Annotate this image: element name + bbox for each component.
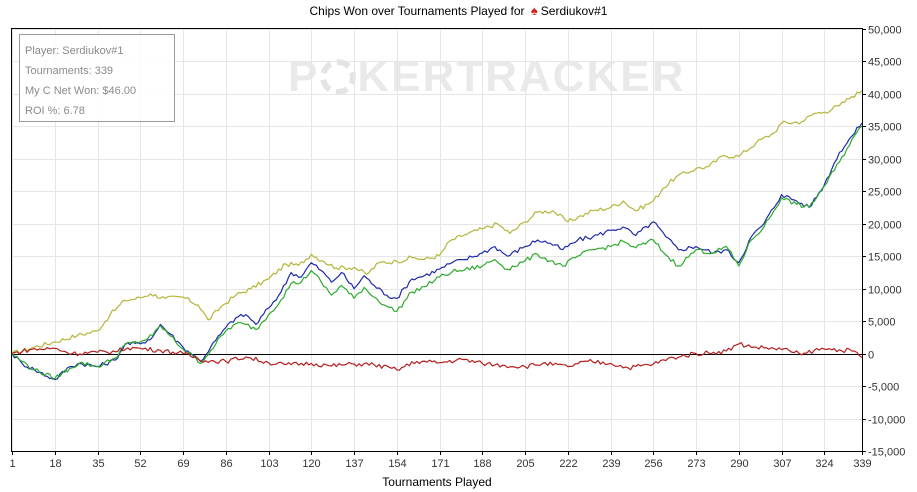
x-tick-label: 86 — [220, 458, 232, 470]
x-tick-label: 290 — [730, 458, 748, 470]
x-tick-label: 273 — [687, 458, 705, 470]
x-tick-label: 188 — [473, 458, 491, 470]
x-tick-label: 205 — [516, 458, 534, 470]
chart-title: Chips Won over Tournaments Played for ♠ S… — [0, 3, 917, 18]
chart-title-player: Serdiukov#1 — [540, 4, 608, 18]
series-line-1 — [11, 122, 863, 381]
y-tick-label: -15,000 — [868, 447, 905, 459]
y-tick-label: 30,000 — [868, 155, 902, 167]
chart-title-text: Chips Won over Tournaments Played for — [309, 4, 525, 18]
y-tick-label: 5,000 — [868, 317, 896, 329]
x-tick-label: 256 — [644, 458, 662, 470]
x-tick-label: 35 — [92, 458, 104, 470]
series-line-2 — [11, 125, 863, 380]
y-tick-label: 20,000 — [868, 220, 902, 232]
y-tick-label: 25,000 — [868, 187, 902, 199]
stats-tournaments: Tournaments: 339 — [25, 65, 114, 77]
y-axis-ticks: -15,000 -10,000 -5,000 0 5,000 10,000 15,000 20… — [862, 25, 905, 459]
y-tick-label: -10,000 — [868, 415, 905, 427]
y-tick-label: 15,000 — [868, 252, 902, 264]
series-line-3 — [11, 342, 863, 371]
x-tick-label: 103 — [260, 458, 278, 470]
x-tick-label: 18 — [49, 458, 61, 470]
watermark-logo: P KERTRACKER — [288, 52, 686, 101]
stats-roi: ROI %: 6.78 — [25, 105, 85, 117]
spade-icon: ♠ — [530, 3, 538, 18]
y-tick-label: 45,000 — [868, 57, 902, 69]
x-tick-label: 222 — [559, 458, 577, 470]
x-axis-ticks: 1 18 35 52 69 86 103 120 137 154 171 188 205 222 239 25… — [9, 451, 872, 470]
y-tick-label: 0 — [868, 350, 874, 362]
series-line-0 — [11, 90, 863, 355]
stats-player: Player: Serdiukov#1 — [25, 45, 124, 57]
stats-net-won: My C Net Won: $46.00 — [25, 85, 137, 97]
x-tick-label: 307 — [773, 458, 791, 470]
x-tick-label: 52 — [134, 458, 146, 470]
y-tick-label: 35,000 — [868, 122, 902, 134]
y-tick-label: 40,000 — [868, 90, 902, 102]
y-tick-label: 10,000 — [868, 285, 902, 297]
y-tick-label: -5,000 — [868, 382, 899, 394]
y-tick-label: 50,000 — [868, 25, 902, 37]
series-group — [11, 90, 863, 381]
x-tick-label: 339 — [853, 458, 871, 470]
stats-box: Player: Serdiukov#1 Tournaments: 339 My … — [19, 34, 175, 122]
x-axis-label: Tournaments Played — [382, 475, 491, 489]
x-tick-label: 239 — [602, 458, 620, 470]
x-tick-label: 1 — [9, 458, 15, 470]
plot-frame — [11, 28, 863, 452]
x-tick-label: 154 — [388, 458, 406, 470]
x-tick-label: 120 — [302, 458, 320, 470]
x-tick-label: 324 — [815, 458, 833, 470]
x-tick-label: 171 — [431, 458, 449, 470]
x-tick-label: 69 — [177, 458, 189, 470]
x-tick-label: 137 — [345, 458, 363, 470]
